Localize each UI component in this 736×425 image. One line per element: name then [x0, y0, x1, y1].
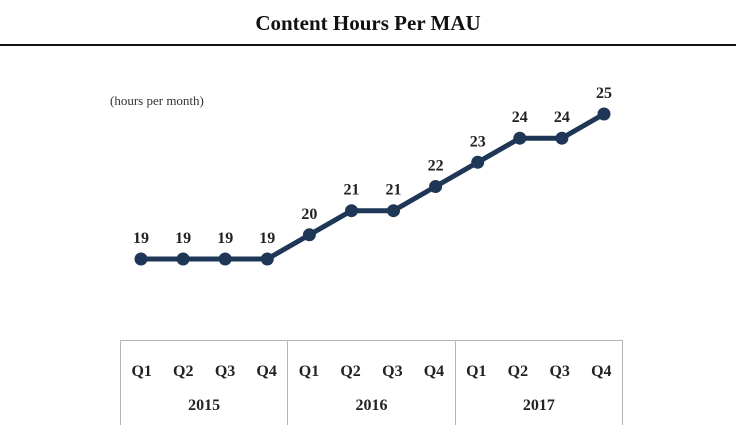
series-line	[138, 111, 607, 262]
data-point	[345, 204, 358, 218]
x-axis-table: Q1 Q2 Q3 Q4 Q1 Q2 Q3 Q4 Q1 Q2 Q3 Q4 2015…	[119, 340, 624, 425]
data-label: 25	[596, 85, 612, 102]
data-label: 24	[512, 109, 528, 126]
data-label: 20	[301, 206, 317, 223]
data-label: 19	[133, 230, 149, 247]
x-tick-label: Q3	[538, 340, 581, 397]
x-tick-label: Q2	[329, 340, 372, 397]
data-label: 21	[386, 182, 402, 199]
x-tick-label: Q1	[454, 340, 497, 397]
data-point	[387, 204, 400, 218]
line-chart: 19 19 19 19 20 21 21 22 23 24 24 25	[133, 85, 612, 266]
x-tick-label: Q1	[287, 340, 330, 397]
year-group-label: 2017	[454, 397, 624, 425]
data-label-layer: 19 19 19 19 20 21 21 22 23 24 24 25	[133, 85, 612, 247]
year-group-label: 2016	[287, 397, 456, 425]
data-label: 22	[428, 158, 444, 175]
x-tick-label: Q3	[204, 340, 246, 397]
x-tick-label: Q4	[245, 340, 288, 397]
data-point	[513, 131, 527, 145]
x-tick-label: Q2	[162, 340, 205, 397]
series-layer	[134, 107, 611, 266]
data-label: 19	[217, 230, 233, 247]
year-row: 2015 2016 2017	[119, 397, 624, 425]
chart-title: Content Hours Per MAU	[255, 11, 481, 35]
data-point	[555, 131, 569, 145]
data-point	[218, 252, 232, 266]
data-point	[302, 228, 316, 242]
x-tick-label: Q4	[413, 340, 456, 397]
data-point	[260, 252, 274, 266]
data-label: 19	[259, 230, 275, 247]
data-point	[176, 252, 190, 266]
x-tick-label: Q3	[371, 340, 414, 397]
quarter-row: Q1 Q2 Q3 Q4 Q1 Q2 Q3 Q4 Q1 Q2 Q3 Q4	[120, 340, 623, 397]
data-point	[134, 252, 148, 266]
data-label: 23	[470, 133, 486, 150]
data-point	[429, 180, 443, 193]
data-label: 24	[554, 109, 570, 126]
data-point	[471, 155, 485, 169]
x-tick-label: Q4	[580, 340, 623, 397]
unit-label: (hours per month)	[110, 93, 204, 108]
x-tick-label: Q1	[120, 340, 163, 397]
x-tick-label: Q2	[496, 340, 539, 397]
data-label: 21	[344, 182, 360, 199]
title-divider	[0, 44, 736, 46]
year-group-label: 2015	[119, 397, 288, 425]
data-label: 19	[175, 230, 191, 247]
data-point	[597, 107, 611, 121]
